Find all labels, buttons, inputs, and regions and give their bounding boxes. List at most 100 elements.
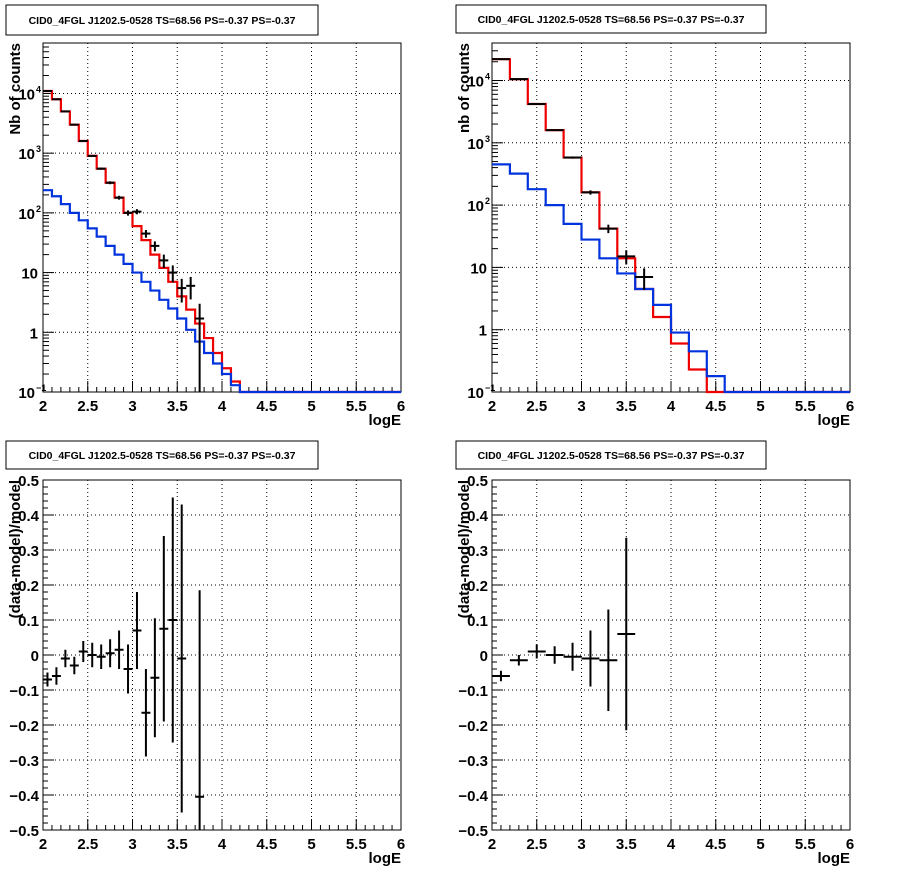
y-tick-label: 0.1 [18,613,39,630]
title-box [455,4,767,34]
x-tick-label: 2.5 [526,836,547,853]
y-tick-label: 10 [18,206,35,223]
y-tick-label: −0.5 [9,823,39,840]
y-tick-label: 10 [467,385,484,402]
x-tick-label: 5.5 [346,836,367,853]
x-tick-label: 3 [128,398,136,415]
x-tick-label: 3 [577,836,585,853]
y-tick-exponent: −1 [36,383,46,393]
y-axis-label: (data-model)/model [456,480,473,618]
y-tick-label: −0.4 [9,788,39,805]
y-tick-label: 0.3 [467,543,488,560]
x-tick-label: 4 [667,398,676,415]
y-tick-exponent: 3 [36,144,41,154]
y-tick-label: 1 [30,325,38,342]
histogram-series-1 [43,89,401,394]
x-tick-label: 5 [307,836,315,853]
y-tick-label: 10 [467,136,484,153]
y-tick-label: −0.5 [458,823,488,840]
y-tick-exponent: −1 [485,383,495,393]
title-box [5,4,319,36]
title-box [5,440,319,470]
x-tick-label: 5.5 [795,398,816,415]
title-box [455,440,767,470]
y-tick-label: 0.4 [467,508,489,525]
y-tick-label: −0.4 [458,788,488,805]
y-tick-label: −0.1 [458,683,488,700]
x-tick-label: 4.5 [705,398,726,415]
x-tick-label: 2.5 [77,398,98,415]
x-tick-label: 5 [307,398,315,415]
x-tick-label: 2.5 [77,836,98,853]
y-tick-label: −0.2 [9,718,39,735]
x-tick-label: 6 [397,398,405,415]
x-axis-label: logE [818,850,851,867]
y-tick-exponent: 4 [485,72,490,82]
x-tick-label: 2 [488,398,496,415]
y-tick-label: −0.2 [458,718,488,735]
y-axis-label: Nb of counts [7,43,24,135]
y-tick-label: 10 [470,260,487,277]
x-tick-label: 5.5 [795,836,816,853]
x-tick-label: 5 [756,398,764,415]
x-tick-label: 2 [39,836,47,853]
y-tick-label: −0.1 [9,683,39,700]
y-tick-label: 0.2 [467,578,488,595]
y-tick-label: 10 [21,266,38,283]
x-tick-label: 2.5 [526,398,547,415]
x-tick-label: 4 [218,836,227,853]
y-tick-label: 0.5 [467,473,488,490]
y-tick-label: −0.3 [458,753,488,770]
x-tick-label: 4.5 [256,836,277,853]
y-tick-label: 0 [31,648,39,665]
y-tick-label: 0.2 [18,578,39,595]
y-tick-label: 10 [467,198,484,215]
chart-title: CID0_4FGL J1202.5-0528 TS=68.56 PS=-0.37… [29,450,296,462]
chart-title: CID0_4FGL J1202.5-0528 TS=68.56 PS=-0.37… [478,14,745,26]
histogram-series-1 [492,58,850,394]
x-tick-label: 3 [577,398,585,415]
chart-panel-4: CID0_4FGL J1202.5-0528 TS=68.56 PS=-0.37… [455,440,854,867]
x-tick-label: 5.5 [346,398,367,415]
chart-panel-1: CID0_4FGL J1202.5-0528 TS=68.56 PS=-0.37… [5,4,405,429]
y-tick-label: 10 [18,146,35,163]
y-tick-exponent: 2 [485,196,490,206]
x-tick-label: 3 [128,836,136,853]
x-tick-label: 4 [218,398,227,415]
chart-panel-2: CID0_4FGL J1202.5-0528 TS=68.56 PS=-0.37… [455,4,854,429]
x-axis-label: logE [818,412,851,429]
y-tick-label: 0.1 [467,613,488,630]
y-tick-label: 0.3 [18,543,39,560]
y-axis-label: (data-model)/model [7,480,24,618]
y-tick-label: 0.5 [18,473,39,490]
chart-panel-3: CID0_4FGL J1202.5-0528 TS=68.56 PS=-0.37… [5,440,405,867]
x-tick-label: 3.5 [616,836,637,853]
y-tick-exponent: 2 [36,204,41,214]
y-tick-label: 0.4 [18,508,40,525]
y-tick-label: 0 [480,648,488,665]
y-axis-label: nb of counts [456,43,473,133]
x-tick-label: 6 [846,836,854,853]
x-tick-label: 2 [488,836,496,853]
histogram-series-2 [492,163,850,394]
y-tick-label: 10 [18,385,35,402]
x-tick-label: 3.5 [167,398,188,415]
chart-title: CID0_4FGL J1202.5-0528 TS=68.56 PS=-0.37… [478,450,745,462]
x-tick-label: 4.5 [256,398,277,415]
y-tick-label: 1 [479,323,487,340]
x-tick-label: 2 [39,398,47,415]
x-tick-label: 5 [756,836,764,853]
y-tick-label: 10 [467,74,484,91]
x-tick-label: 6 [846,398,854,415]
histogram-series-2 [43,189,401,394]
x-tick-label: 4.5 [705,836,726,853]
x-axis-label: logE [369,850,402,867]
x-tick-label: 3.5 [616,398,637,415]
chart-title: CID0_4FGL J1202.5-0528 TS=68.56 PS=-0.37… [29,15,296,27]
y-tick-label: 10 [18,86,35,103]
y-tick-exponent: 4 [36,84,41,94]
x-tick-label: 6 [397,836,405,853]
y-tick-label: −0.3 [9,753,39,770]
y-tick-exponent: 3 [485,134,490,144]
